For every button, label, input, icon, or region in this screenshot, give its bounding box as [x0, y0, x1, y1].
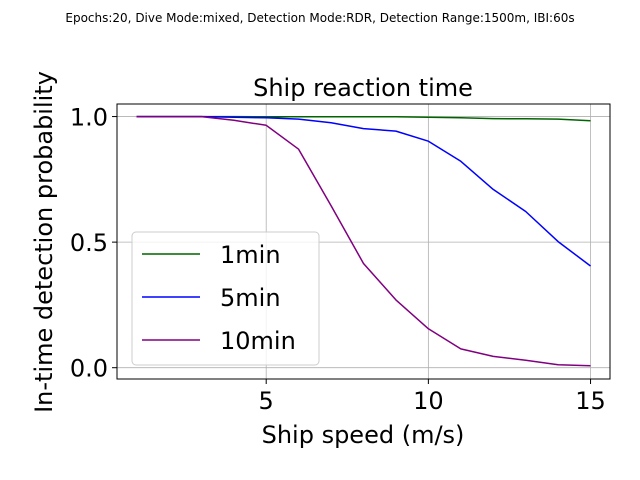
x-tick-label-15: 15 [575, 387, 606, 415]
x-tick-label-5: 5 [259, 387, 274, 415]
x-tick-label-10: 10 [413, 387, 444, 415]
legend-label-1min: 1min [220, 241, 281, 269]
x-axis-label: Ship speed (m/s) [262, 421, 465, 449]
x-axis: 5 10 15 [259, 379, 606, 415]
legend-label-5min: 5min [220, 284, 281, 312]
y-axis: 0.0 0.5 1.0 [70, 104, 117, 383]
y-axis-label: In-time detection probability [30, 71, 58, 413]
y-tick-label-0.5: 0.5 [70, 229, 108, 257]
chart-title: Ship reaction time [253, 74, 473, 102]
y-tick-label-1.0: 1.0 [70, 104, 108, 132]
plot-frame [116, 103, 611, 380]
legend: 1min 5min 10min [131, 231, 320, 366]
series-layer [136, 115, 591, 367]
legend-label-10min: 10min [220, 327, 296, 355]
y-tick-label-0.0: 0.0 [70, 355, 108, 383]
series-line-10min [136, 115, 591, 367]
series-line-5min [136, 115, 591, 267]
suptitle: Epochs:20, Dive Mode:mixed, Detection Mo… [65, 11, 574, 25]
legend-frame [131, 231, 320, 366]
